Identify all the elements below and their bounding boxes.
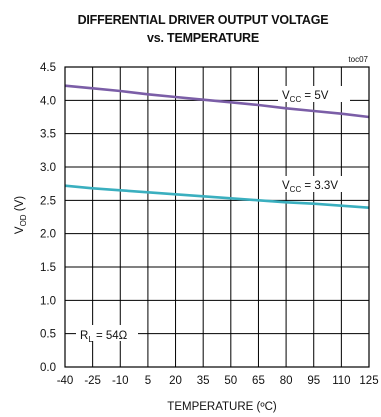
tick-labels: -40 -25 -10 5 20 35 50 65 80 95 110 125 0.0 0.5 1.0 1.5… (40, 62, 379, 387)
series-label-bg-5v (278, 86, 350, 102)
load-annotation: RL = 54Ω (80, 330, 128, 344)
y-tick-label: 1.5 (40, 262, 56, 274)
annotation-bg (76, 325, 138, 341)
x-tick-label: 65 (252, 375, 265, 387)
x-tick-label: 35 (197, 375, 210, 387)
plot-frame (64, 66, 370, 368)
chart-code: toc07 (348, 55, 368, 64)
series-label-33v: VCC = 3.3V (282, 180, 338, 194)
y-tick-label: 4.0 (40, 95, 56, 107)
x-tick-label: 20 (169, 375, 182, 387)
series-label-bg-33v (278, 176, 358, 192)
series-line-vcc-5v (64, 84, 370, 119)
x-tick-label: -25 (84, 375, 101, 387)
y-axis-label: VOD (V) (14, 196, 28, 234)
x-tick-label: -40 (57, 375, 74, 387)
y-tick-label: 3.5 (40, 129, 56, 141)
x-axis-label: TEMPERATURE (ºC) (167, 401, 277, 413)
series-line-vcc-3v3 (64, 184, 370, 209)
x-tick-label: 110 (332, 375, 350, 387)
x-tick-label: 95 (307, 375, 320, 387)
series-group (64, 84, 370, 209)
x-tick-label: -10 (112, 375, 129, 387)
y-tick-label: 0.5 (40, 329, 56, 341)
y-tick-label: 1.0 (40, 295, 56, 307)
x-tick-label: 80 (280, 375, 293, 387)
x-tick-label: 50 (224, 375, 237, 387)
y-tick-label: 2.5 (40, 195, 56, 207)
x-tick-label: 125 (359, 375, 378, 387)
y-tick-label: 0.0 (40, 362, 56, 374)
series-label-5v: VCC = 5V (282, 90, 329, 104)
chart-title-line-1: DIFFERENTIAL DRIVER OUTPUT VOLTAGE (78, 13, 329, 27)
y-tick-label: 2.0 (40, 229, 56, 241)
chart-title-line-2: vs. TEMPERATURE (147, 31, 259, 45)
y-tick-label: 3.0 (40, 162, 56, 174)
x-tick-label: 5 (145, 375, 151, 387)
y-tick-label: 4.5 (40, 62, 56, 74)
